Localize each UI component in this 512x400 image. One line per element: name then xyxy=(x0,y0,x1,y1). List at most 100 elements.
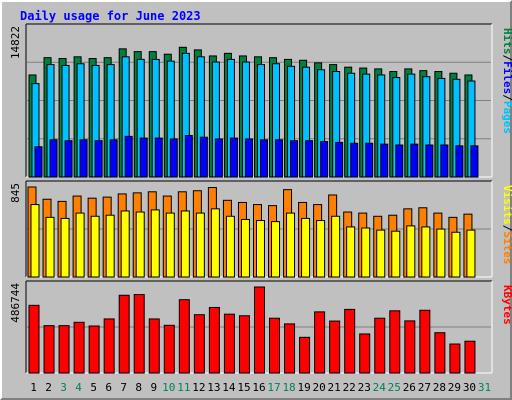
bar-kbytes-day-24 xyxy=(374,317,386,374)
day-label-6: 6 xyxy=(105,381,112,394)
bar-pages-day-24 xyxy=(380,143,389,178)
bar-kbytes-day-6 xyxy=(103,318,115,374)
max-label-hits-files-pages: 14822 xyxy=(9,26,22,59)
bar-pages-day-12 xyxy=(199,136,208,178)
max-label-sites-visits: 845 xyxy=(9,183,22,203)
legend-item: Visits xyxy=(501,185,512,225)
bar-pages-day-7 xyxy=(124,135,133,178)
bar-kbytes-day-12 xyxy=(193,314,205,374)
bar-pages-day-10 xyxy=(169,138,178,178)
bar-kbytes-day-15 xyxy=(238,315,250,374)
legend-panel-1: Hits/Files/Pages xyxy=(501,28,512,134)
bar-kbytes-day-19 xyxy=(299,336,311,374)
bar-sites-day-4 xyxy=(75,212,85,278)
day-label-7: 7 xyxy=(120,381,127,394)
bar-kbytes-day-2 xyxy=(43,325,55,374)
bar-sites-day-30 xyxy=(466,229,476,278)
bar-kbytes-day-3 xyxy=(58,325,70,374)
bar-pages-day-20 xyxy=(320,141,329,178)
bar-kbytes-day-10 xyxy=(163,324,175,374)
day-label-18: 18 xyxy=(282,381,295,394)
bar-sites-day-7 xyxy=(120,210,130,278)
day-label-4: 4 xyxy=(75,381,82,394)
bar-pages-day-25 xyxy=(395,144,404,178)
bar-kbytes-day-28 xyxy=(434,332,446,374)
bar-pages-day-1 xyxy=(34,146,43,178)
bar-pages-day-11 xyxy=(184,134,193,178)
legend-item: Pages xyxy=(501,101,512,134)
day-label-8: 8 xyxy=(135,381,142,394)
legend-item: / xyxy=(501,225,512,232)
day-label-3: 3 xyxy=(60,381,67,394)
day-label-13: 13 xyxy=(207,381,220,394)
bar-pages-day-30 xyxy=(470,145,479,178)
bar-kbytes-day-17 xyxy=(269,317,281,374)
day-label-30: 30 xyxy=(463,381,476,394)
bar-sites-day-3 xyxy=(60,217,70,278)
bar-pages-day-16 xyxy=(259,139,268,178)
legend-item: / xyxy=(501,94,512,101)
bar-kbytes-day-18 xyxy=(284,323,296,374)
bar-sites-day-18 xyxy=(286,212,296,278)
legend-panel-3: KBytes xyxy=(501,285,512,325)
bar-sites-day-16 xyxy=(255,220,265,278)
day-label-19: 19 xyxy=(297,381,310,394)
bar-pages-day-28 xyxy=(440,144,449,178)
bar-sites-day-27 xyxy=(421,226,431,278)
bar-sites-day-8 xyxy=(135,211,145,278)
legend-item: Sites xyxy=(501,231,512,264)
bar-sites-day-23 xyxy=(361,227,371,278)
day-label-17: 17 xyxy=(267,381,280,394)
bar-pages-day-15 xyxy=(244,138,253,178)
bar-sites-day-12 xyxy=(195,212,205,278)
bar-pages-day-23 xyxy=(365,142,374,178)
bar-pages-day-27 xyxy=(425,144,434,178)
bar-sites-day-25 xyxy=(391,230,401,278)
day-label-1: 1 xyxy=(30,381,37,394)
day-label-15: 15 xyxy=(237,381,250,394)
bar-kbytes-day-11 xyxy=(178,299,190,374)
bar-kbytes-day-1 xyxy=(28,304,40,374)
legend-item: / xyxy=(501,55,512,62)
bar-sites-day-15 xyxy=(240,218,250,278)
day-label-25: 25 xyxy=(388,381,401,394)
bar-sites-day-24 xyxy=(376,229,386,278)
bar-kbytes-day-8 xyxy=(133,294,145,374)
bar-pages-day-8 xyxy=(139,137,148,178)
bar-sites-day-6 xyxy=(105,214,115,278)
bar-sites-day-2 xyxy=(45,216,55,278)
day-label-14: 14 xyxy=(222,381,236,394)
bar-kbytes-day-27 xyxy=(419,309,431,374)
bar-pages-day-18 xyxy=(290,140,299,178)
day-label-22: 22 xyxy=(343,381,356,394)
bar-kbytes-day-16 xyxy=(253,286,265,374)
bar-sites-day-11 xyxy=(180,210,190,278)
bar-kbytes-day-29 xyxy=(449,343,461,374)
bar-sites-day-17 xyxy=(271,221,281,278)
day-label-20: 20 xyxy=(313,381,326,394)
bar-kbytes-day-26 xyxy=(404,320,416,374)
bar-kbytes-day-7 xyxy=(118,294,130,374)
bar-pages-day-22 xyxy=(350,142,359,178)
bar-sites-day-14 xyxy=(225,215,235,278)
day-label-23: 23 xyxy=(358,381,371,394)
bar-pages-day-17 xyxy=(275,139,284,178)
day-label-31: 31 xyxy=(478,381,491,394)
legend-item: Files xyxy=(501,61,512,94)
bar-pages-day-9 xyxy=(154,137,163,178)
bar-kbytes-day-21 xyxy=(329,320,341,374)
bar-kbytes-day-9 xyxy=(148,318,160,374)
bar-kbytes-day-13 xyxy=(208,306,220,374)
bar-pages-day-3 xyxy=(64,140,73,178)
day-label-12: 12 xyxy=(192,381,205,394)
day-label-9: 9 xyxy=(150,381,157,394)
bar-sites-day-22 xyxy=(346,226,356,278)
day-label-26: 26 xyxy=(403,381,416,394)
bar-pages-day-29 xyxy=(455,145,464,178)
chart-title: Daily usage for June 2023 xyxy=(20,9,201,23)
bar-sites-day-21 xyxy=(331,215,341,278)
day-label-11: 11 xyxy=(177,381,190,394)
bar-sites-day-19 xyxy=(301,217,311,278)
bar-pages-day-19 xyxy=(305,140,314,178)
